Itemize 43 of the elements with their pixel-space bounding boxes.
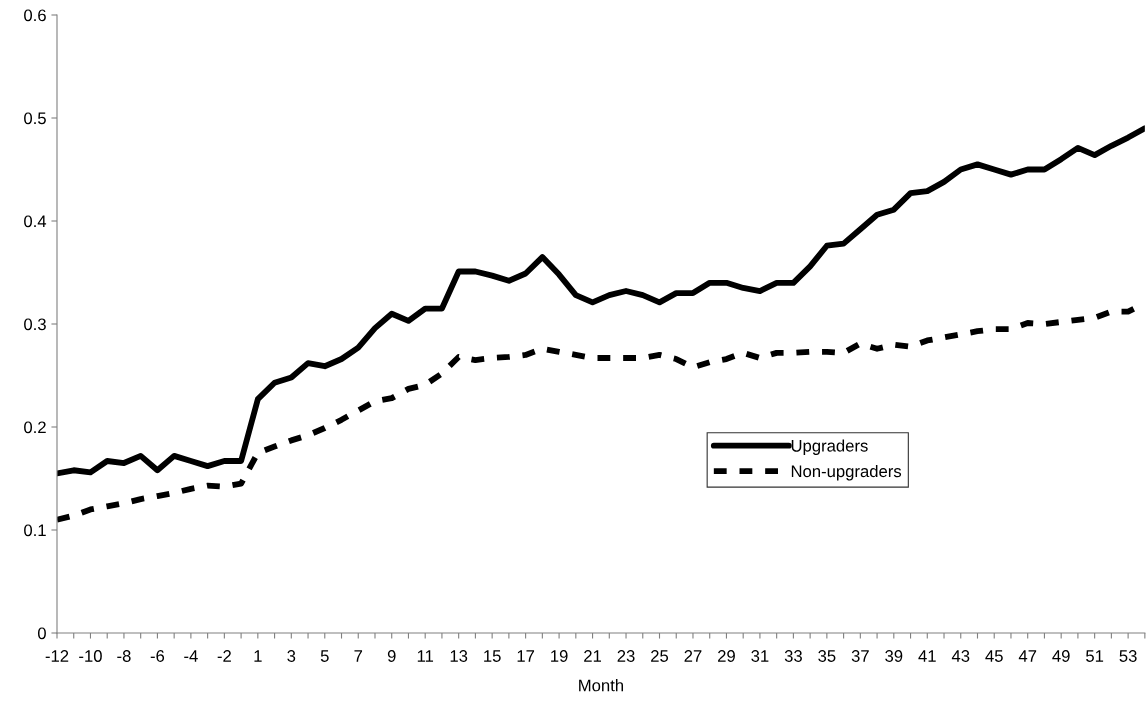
x-tick-label: -4 [184,650,198,662]
x-tick-label: 25 [651,650,669,662]
x-axis-title: Month [579,679,624,692]
x-tick-label: -10 [79,650,102,662]
x-tick-label: 49 [1052,650,1070,662]
x-tick-label: 39 [885,650,903,662]
x-tick-label: 41 [918,650,936,662]
x-tick-label: 45 [985,650,1003,662]
x-tick-label: 11 [417,650,434,662]
y-tick-label: 0.2 [24,421,46,434]
y-tick-label: 0.6 [24,9,46,22]
x-tick-label: 31 [751,650,769,662]
y-tick-label: 0.5 [24,112,46,125]
y-tick-label: 0.4 [24,215,47,228]
x-tick-label: 23 [617,650,635,662]
x-tick-label: -6 [150,650,165,662]
x-tick-label: 1 [254,650,262,662]
y-tick-label: 0.1 [24,524,46,537]
x-tick-label: 5 [320,650,329,662]
x-tick-label: 27 [684,650,702,662]
x-tick-label: 21 [584,650,602,662]
x-tick-label: 53 [1119,650,1137,662]
x-tick-label: 35 [818,650,836,662]
x-tick-label: 13 [450,650,468,662]
x-tick-label: 33 [784,650,802,662]
y-tick-label: 0 [37,627,46,640]
x-tick-label: 3 [287,650,296,662]
x-tick-label: 9 [387,650,396,662]
x-tick-label: 19 [551,650,568,662]
x-tick-label: 43 [951,650,970,662]
x-tick-label: 29 [718,650,735,662]
x-tick-label: 37 [851,650,869,662]
y-tick-label: 0.3 [24,318,46,331]
x-tick-label: 51 [1086,650,1104,662]
x-tick-label: -8 [117,650,131,662]
x-tick-label: -2 [217,650,231,662]
x-tick-label: 7 [354,650,363,662]
legend-label: Non-upgraders [791,464,902,481]
x-tick-label: 15 [484,650,501,662]
x-tick-label: 17 [517,650,535,662]
legend-label: Upgraders [791,439,868,455]
x-tick-label: 47 [1018,650,1037,662]
x-tick-label: -12 [45,650,69,662]
